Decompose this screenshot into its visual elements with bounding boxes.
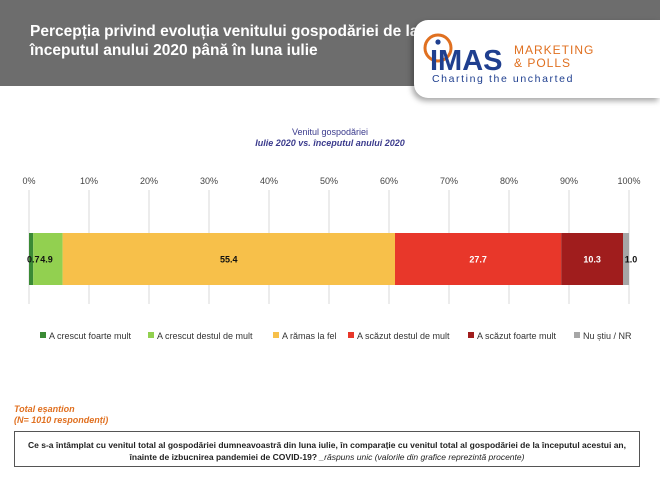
sample-size: (N= 1010 respondenți) (14, 415, 109, 425)
bar-segment (623, 233, 629, 285)
x-tick-label: 70% (440, 176, 458, 186)
x-tick-label: 60% (380, 176, 398, 186)
legend-swatch (273, 332, 279, 338)
legend-item: A crescut destul de mult (148, 331, 253, 341)
data-label: 27.7 (469, 255, 487, 265)
x-tick-label: 90% (560, 176, 578, 186)
legend-item: A scăzut destul de mult (348, 331, 450, 341)
question-text: Ce s-a întâmplat cu venitul total al gos… (28, 440, 626, 462)
legend-item: Nu știu / NR (574, 331, 632, 341)
x-tick-label: 100% (617, 176, 640, 186)
legend-label: A crescut foarte mult (49, 331, 132, 341)
logo-polls-text: & POLLS (514, 56, 571, 70)
legend-label: A scăzut foarte mult (477, 331, 557, 341)
data-label: 4.9 (40, 255, 53, 265)
x-tick-labels: 0% 10% 20% 30% 40% 50% 60% 70% 80% 90% 100% (22, 176, 640, 186)
legend-swatch (40, 332, 46, 338)
x-tick-label: 80% (500, 176, 518, 186)
x-tick-label: 10% (80, 176, 98, 186)
data-label: 10.3 (583, 255, 601, 265)
bar-segments (29, 233, 629, 285)
data-label: 1.0 (625, 255, 638, 265)
logo-dot-icon (435, 39, 441, 45)
bar-segment (33, 233, 63, 285)
bar-segment (561, 233, 623, 285)
legend-swatch (468, 332, 474, 338)
legend-item: A crescut foarte mult (40, 331, 131, 341)
data-label: 55.4 (220, 255, 238, 265)
chart-legend: A crescut foarte mult A crescut destul de… (40, 331, 640, 345)
x-tick-label: 50% (320, 176, 338, 186)
legend-swatch (348, 332, 354, 338)
page-title: Percepția privind evoluția venitului gos… (30, 22, 420, 60)
chart-subtitle: Iulie 2020 vs. începutul anului 2020 (255, 138, 405, 148)
question-note: _răspuns unic (valorile din grafice repr… (317, 451, 525, 462)
bar-segment (395, 233, 562, 285)
legend-swatch (574, 332, 580, 338)
legend-label: A rămas la fel (282, 331, 337, 341)
logo-card: IMAS MARKETING & POLLS Charting the unch… (414, 20, 660, 98)
data-label: 0.7 (27, 255, 40, 265)
bar-segment (62, 233, 395, 285)
chart-title-main: Venitul gospodăriei (291, 127, 369, 137)
question-box: Ce s-a întâmplat cu venitul total al gos… (14, 431, 640, 467)
logo-marketing-text: MARKETING (514, 43, 594, 57)
x-tick-label: 0% (22, 176, 35, 186)
sample-note: Total eșantion (N= 1010 respondenți) (14, 404, 108, 426)
chart-title: Venitul gospodăriei Iulie 2020 vs. încep… (0, 127, 660, 149)
x-tick-label: 40% (260, 176, 278, 186)
data-labels: 0.7 4.9 55.4 27.7 10.3 1.0 (27, 255, 637, 265)
x-tick-label: 20% (140, 176, 158, 186)
sample-label: Total eșantion (14, 404, 75, 414)
bar-segment (29, 233, 34, 285)
logo-tagline-text: Charting the uncharted (432, 73, 574, 85)
imas-logo: IMAS MARKETING & POLLS Charting the unch… (423, 33, 594, 85)
legend-label: Nu știu / NR (583, 331, 632, 341)
legend-label: A scăzut destul de mult (357, 331, 450, 341)
legend-label: A crescut destul de mult (157, 331, 253, 341)
stacked-bar-chart: 0% 10% 20% 30% 40% 50% 60% 70% 80% 90% 100% 0.7 4.9… (22, 176, 641, 304)
page-title-line-2: începutul anului 2020 până în luna iulie (30, 42, 318, 59)
logo-swirl-icon (423, 33, 453, 63)
page-title-line-1: Percepția privind evoluția venitului gos… (30, 23, 419, 40)
legend-item: A scăzut foarte mult (468, 331, 556, 341)
legend-swatch (148, 332, 154, 338)
x-tick-label: 30% (200, 176, 218, 186)
logo-brand-text: IMAS (430, 45, 503, 77)
legend-item: A rămas la fel (273, 331, 337, 341)
